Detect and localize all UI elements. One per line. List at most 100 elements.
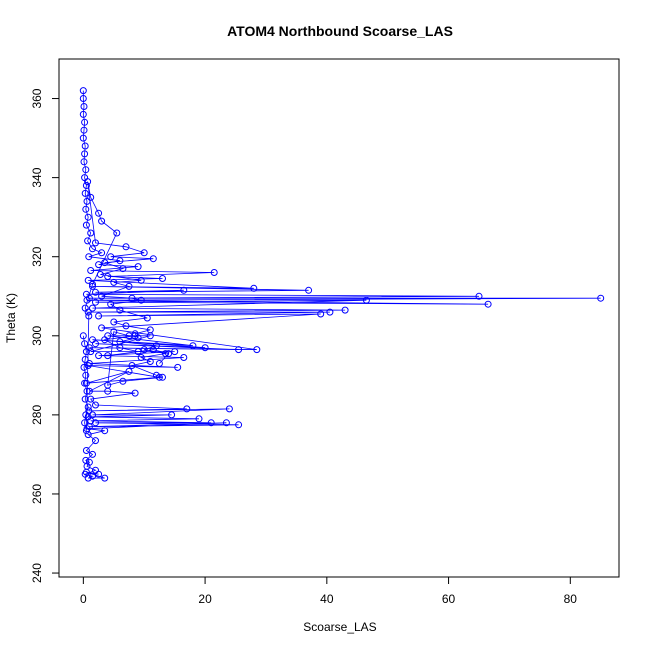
x-tick-label: 80	[564, 592, 578, 606]
series-line	[82, 90, 601, 479]
data-point	[149, 255, 157, 263]
data-point	[95, 209, 103, 217]
data-point	[82, 166, 90, 174]
data-point	[125, 367, 133, 375]
data-point	[95, 312, 103, 320]
data-point	[92, 298, 99, 306]
y-tick-label: 280	[30, 405, 44, 425]
data-point	[362, 296, 370, 304]
data-point	[85, 253, 93, 261]
data-point	[146, 358, 154, 365]
x-tick-label: 20	[198, 592, 212, 606]
data-point	[81, 340, 89, 348]
data-point	[235, 346, 243, 354]
data-point	[101, 259, 109, 267]
data-point	[79, 110, 87, 118]
data-point	[81, 142, 89, 150]
data-point	[80, 103, 88, 110]
data-point	[162, 350, 169, 358]
data-point	[180, 354, 188, 361]
data-point	[159, 373, 166, 381]
data-point	[122, 243, 130, 251]
data-point	[81, 395, 89, 403]
data-point	[89, 280, 96, 288]
data-point	[122, 322, 130, 330]
series-layer	[79, 87, 605, 482]
y-axis: 240 260 280 300 320 340 360	[30, 88, 60, 583]
data-point	[189, 342, 197, 350]
data-point	[597, 294, 605, 302]
data-point	[475, 292, 483, 300]
data-point	[110, 328, 118, 336]
data-point	[305, 286, 313, 294]
data-point	[107, 300, 115, 308]
data-point	[81, 419, 89, 427]
data-point	[168, 411, 176, 419]
data-point	[207, 419, 215, 427]
data-point	[82, 411, 90, 419]
data-point	[81, 189, 89, 197]
data-point	[183, 405, 191, 413]
data-point	[98, 217, 106, 225]
data-point	[104, 381, 112, 389]
x-tick-label: 40	[320, 592, 334, 606]
data-point	[82, 221, 90, 229]
data-point	[92, 419, 99, 427]
data-point	[81, 379, 89, 387]
data-point	[85, 312, 93, 320]
data-point	[104, 273, 112, 280]
data-point	[134, 348, 142, 356]
data-point	[165, 350, 173, 358]
data-point	[128, 294, 136, 302]
data-point	[140, 249, 148, 257]
data-point	[116, 257, 124, 265]
data-point	[82, 427, 90, 435]
data-point	[107, 253, 115, 261]
data-point	[98, 292, 106, 300]
data-point	[82, 371, 90, 379]
data-point	[81, 150, 89, 158]
data-point	[113, 229, 121, 237]
data-point	[92, 239, 99, 247]
data-point	[140, 346, 148, 354]
data-point	[326, 308, 334, 316]
data-point	[80, 158, 88, 166]
data-point	[89, 304, 96, 312]
x-axis-label: Scoarse_LAS	[303, 620, 376, 634]
data-point	[149, 346, 157, 354]
data-point	[81, 304, 89, 312]
data-point	[92, 288, 99, 296]
y-tick-label: 360	[30, 88, 44, 108]
data-point	[341, 306, 349, 314]
data-point	[84, 213, 92, 221]
data-point	[101, 474, 109, 482]
data-point	[146, 326, 154, 334]
data-point	[131, 389, 139, 397]
data-point	[95, 352, 103, 360]
data-point	[159, 275, 166, 282]
data-point	[137, 276, 145, 284]
y-tick-label: 340	[30, 167, 44, 187]
data-point	[89, 336, 96, 344]
data-point	[110, 278, 118, 286]
data-point	[89, 245, 96, 253]
data-point	[152, 371, 160, 379]
y-tick-label: 320	[30, 246, 44, 266]
plot-frame	[58, 58, 620, 578]
data-point	[92, 437, 99, 445]
data-point	[101, 427, 109, 435]
data-point	[87, 229, 95, 237]
data-point	[84, 178, 92, 186]
data-point	[89, 282, 96, 290]
data-point	[137, 354, 145, 361]
data-point	[92, 401, 99, 409]
data-point	[79, 95, 87, 102]
data-point	[82, 447, 90, 454]
data-point	[235, 421, 243, 429]
data-point	[85, 387, 93, 395]
data-point	[201, 344, 209, 352]
data-point	[119, 377, 127, 385]
data-point	[84, 276, 92, 284]
data-point	[87, 193, 95, 201]
